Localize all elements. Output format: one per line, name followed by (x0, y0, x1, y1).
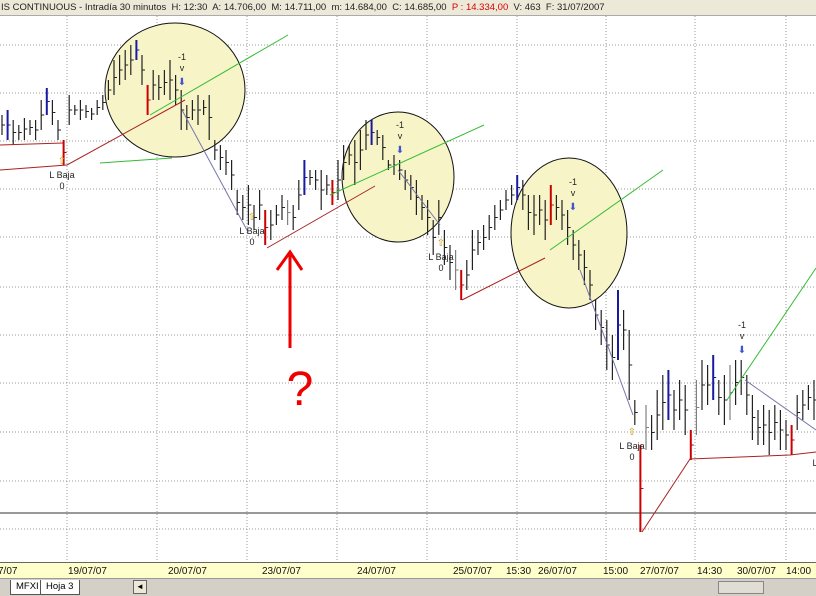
x-tick-label: 30/07/07 (737, 566, 776, 577)
green-trendline (329, 124, 485, 196)
up-arrow-icon: ⇧ (58, 156, 66, 167)
blue-stop-line (181, 109, 249, 233)
red-support-line (461, 257, 546, 301)
signal-value: -1 (396, 120, 404, 130)
sheet-tabs-bar: MFXI Hoja 3 ◄ (0, 578, 816, 596)
instrument-title: IS CONTINUOUS - Intradía 30 minutos (1, 2, 167, 13)
x-tick-label: 15:00 (603, 566, 629, 577)
signal-mark: v (398, 131, 403, 141)
x-tick-label: 19/07/07 (68, 566, 107, 577)
down-arrow-icon: ⬇ (396, 145, 404, 156)
red-arrow-head (275, 249, 304, 271)
green-trendline (549, 169, 664, 251)
header-open: A: 14.706,00 (212, 2, 267, 13)
signal-value: -1 (738, 320, 746, 330)
header-volume: V: 463 (513, 2, 541, 13)
red-support-line (641, 451, 816, 533)
red-support-line (266, 185, 376, 249)
x-tick-label: 20/07/07 (168, 566, 207, 577)
x-tick-label: 25/07/07 (453, 566, 492, 577)
chart-header: IS CONTINUOUS - Intradía 30 minutos H: 1… (0, 0, 816, 16)
blue-stop-line (744, 379, 816, 431)
x-tick-label: 7/07 (0, 566, 18, 577)
signal-mark: v (740, 331, 745, 341)
x-tick-label: 14:30 (697, 566, 723, 577)
tab-hoja-3[interactable]: Hoja 3 (40, 580, 80, 595)
up-arrow-icon: ⇧ (628, 427, 636, 438)
green-trendline (726, 267, 816, 401)
x-axis: 7/07 19/07/07 20/07/07 23/07/07 24/07/07 25/0… (0, 562, 816, 578)
blue-stop-line (579, 269, 634, 416)
x-tick-label: 23/07/07 (262, 566, 301, 577)
question-mark: ? (287, 363, 314, 416)
green-trendline (99, 157, 173, 164)
header-hour: H: 12:30 (171, 2, 208, 13)
low-label: L Baja (428, 252, 453, 262)
signal-value: -1 (178, 52, 186, 62)
green-trendline (149, 34, 289, 116)
up-arrow-icon: ⇧ (437, 238, 445, 249)
signal-mark: v (180, 63, 185, 73)
down-arrow-icon: ⬇ (569, 202, 577, 213)
red-support-line (0, 99, 186, 171)
header-low: m: 14.684,00 (331, 2, 387, 13)
low-label: L (812, 458, 816, 468)
up-arrow-icon: ⇧ (248, 212, 256, 223)
low-value: 0 (249, 237, 254, 247)
signal-mark: v (571, 188, 576, 198)
horizontal-scrollbar-thumb[interactable] (718, 581, 764, 594)
x-tick-label: 14:00 (786, 566, 812, 577)
low-label: L Baja (49, 170, 74, 180)
low-value: 0 (59, 181, 64, 191)
low-value: 0 (438, 263, 443, 273)
x-tick-label: 24/07/07 (357, 566, 396, 577)
header-p: P : 14.334,00 (451, 2, 509, 13)
header-close: C: 14.685,00 (392, 2, 447, 13)
highlight-circle (341, 111, 455, 243)
blue-stop-line (397, 169, 441, 226)
red-support-line (0, 142, 64, 146)
low-value: 0 (629, 452, 634, 462)
header-high: M: 14.711,00 (271, 2, 327, 13)
low-label: L Baja (239, 226, 264, 236)
signal-value: -1 (569, 177, 577, 187)
scroll-left-button[interactable]: ◄ (133, 580, 147, 594)
low-label: L Baja (619, 441, 644, 451)
down-arrow-icon: ⬇ (178, 77, 186, 88)
x-tick-label: 15:30 (506, 566, 532, 577)
x-tick-label: 27/07/07 (640, 566, 679, 577)
down-arrow-icon: ⬇ (738, 345, 746, 356)
x-tick-label: 26/07/07 (538, 566, 577, 577)
header-date: F: 31/07/2007 (545, 2, 605, 13)
